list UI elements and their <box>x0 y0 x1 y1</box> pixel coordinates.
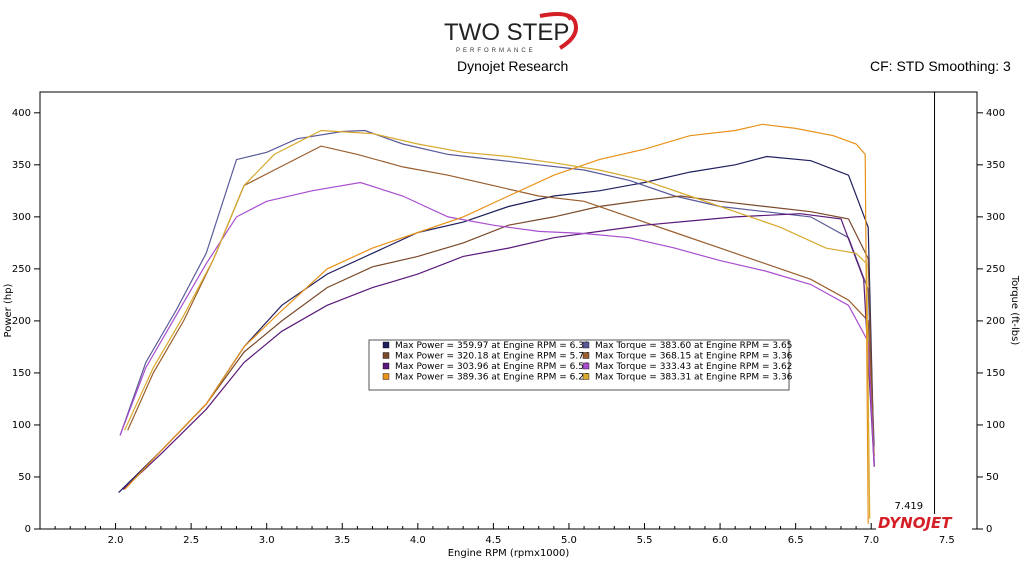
legend-swatch <box>382 352 390 359</box>
legend-entry: Max Power = 389.36 at Engine RPM = 6.28 <box>395 373 590 383</box>
rpm-cursor-label: 7.419 <box>895 501 924 512</box>
svg-text:PERFORMANCE: PERFORMANCE <box>456 48 536 54</box>
y-tick-label-left: 400 <box>12 108 31 119</box>
legend-entry: Max Power = 303.96 at Engine RPM = 6.53 <box>395 362 590 372</box>
series-line-6-torque <box>119 181 875 467</box>
settings-label: CF: STD Smoothing: 3 <box>870 58 1011 74</box>
x-tick-label: 7.5 <box>939 535 955 546</box>
x-tick-label: 6.0 <box>712 535 728 546</box>
x-axis-label: Engine RPM (rpmx1000) <box>448 548 570 559</box>
legend-swatch <box>382 373 390 380</box>
plot-area <box>39 91 978 530</box>
svg-text:DYNOJET: DYNOJET <box>878 514 953 532</box>
x-tick-label: 5.0 <box>561 535 577 546</box>
svg-text:TWO STEP: TWO STEP <box>444 19 569 46</box>
legend-entry: Max Power = 359.97 at Engine RPM = 6.31 <box>395 341 590 351</box>
legend-entry: Max Power = 320.18 at Engine RPM = 5.74 <box>395 352 590 362</box>
y-axis-label-left: Power (hp) <box>3 283 14 337</box>
y-tick-label-right: 200 <box>986 316 1005 327</box>
x-tick-label: 6.5 <box>788 535 804 546</box>
legend-entry: Max Torque = 383.31 at Engine RPM = 3.36 <box>595 373 793 383</box>
x-tick-label: 3.5 <box>334 535 350 546</box>
series-line-1-power <box>118 155 875 494</box>
y-tick-label-left: 250 <box>12 264 31 275</box>
x-tick-label: 5.5 <box>637 535 653 546</box>
y-tick-label-left: 350 <box>12 160 31 171</box>
legend-swatch <box>382 341 390 349</box>
legend-swatch <box>582 362 590 370</box>
y-tick-label-right: 50 <box>986 472 999 483</box>
x-tick-label: 4.0 <box>410 535 426 546</box>
x-tick-label: 4.5 <box>485 535 501 546</box>
y-tick-label-left: 50 <box>18 472 31 483</box>
dynojet-logo: DYNOJET <box>876 514 972 532</box>
y-tick-label-right: 300 <box>986 212 1005 223</box>
series-line-3-power <box>125 195 875 488</box>
x-tick-label: 3.0 <box>259 535 275 546</box>
x-tick-label: 7.0 <box>863 535 879 546</box>
legend-entry: Max Torque = 383.60 at Engine RPM = 3.65 <box>595 341 792 351</box>
y-tick-label-right: 400 <box>986 108 1005 119</box>
series-line-5-power <box>122 213 875 490</box>
legend-entry: Max Torque = 368.15 at Engine RPM = 3.36 <box>595 352 793 362</box>
legend-swatch <box>582 341 590 349</box>
y-tick-label-right: 100 <box>986 420 1005 431</box>
legend-swatch <box>582 352 590 359</box>
y-tick-label-left: 0 <box>25 524 31 535</box>
legend-box <box>368 339 790 391</box>
two-step-logo: TWO STEP PERFORMANCE <box>430 8 600 56</box>
legend-swatch <box>582 373 590 380</box>
y-tick-label-left: 100 <box>12 420 31 431</box>
source-label: Dynojet Research <box>457 58 569 74</box>
x-tick-label: 2.0 <box>108 535 124 546</box>
y-tick-label-right: 350 <box>986 160 1005 171</box>
series-line-8-torque <box>124 129 871 519</box>
y-tick-label-left: 200 <box>12 316 31 327</box>
chart-header: TWO STEP PERFORMANCE Dynojet Research CF… <box>0 0 1024 88</box>
series-line-7-power <box>124 123 869 524</box>
y-axis-label-right: Torque (ft-lbs) <box>1009 275 1020 346</box>
y-tick-label-right: 0 <box>986 524 992 535</box>
x-tick-label: 2.5 <box>183 535 199 546</box>
y-tick-label-left: 300 <box>12 212 31 223</box>
y-tick-label-left: 150 <box>12 368 31 379</box>
y-tick-label-right: 250 <box>986 264 1005 275</box>
legend-swatch <box>382 362 390 370</box>
legend-entry: Max Torque = 333.43 at Engine RPM = 3.62 <box>595 362 792 372</box>
y-tick-label-right: 150 <box>986 368 1005 379</box>
